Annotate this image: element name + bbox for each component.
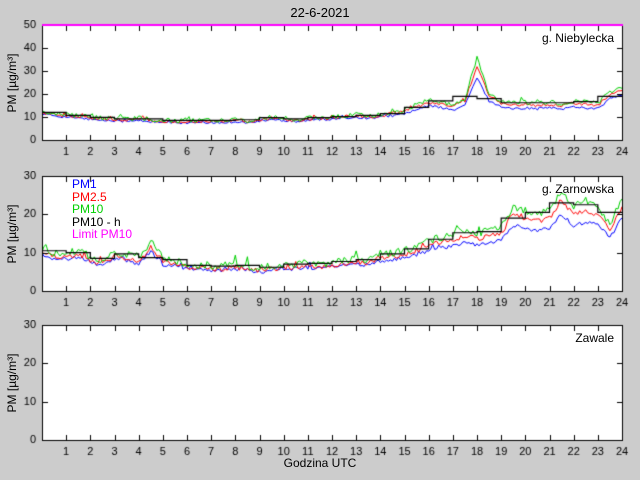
- figure-title: 22-6-2021: [290, 5, 350, 20]
- panel-canvas-2: [0, 320, 640, 472]
- legend-item-pm10: PM10: [72, 202, 104, 216]
- station-label-zarnowska: g. Zarnowska: [541, 182, 614, 196]
- x-axis-label: Godzina UTC: [283, 456, 357, 470]
- legend-item-pm10-hourly: PM10 - h: [72, 214, 121, 229]
- legend-item-limit-pm10: Limit PM10: [72, 227, 133, 241]
- panel-zarnowska: PM [µg/m³] g. Zarnowska PM1 PM2.5 PM10 P…: [0, 171, 640, 323]
- legend-item-pm1: PM1: [72, 177, 97, 191]
- panel-canvas-0: [0, 20, 640, 172]
- station-label-zawale: Zawale: [575, 331, 614, 345]
- y-axis-label: PM [µg/m³]: [5, 204, 19, 264]
- plot-legend: PM1 PM2.5 PM10 PM10 - h Limit PM10: [72, 178, 132, 241]
- y-axis-label: PM [µg/m³]: [5, 353, 19, 413]
- y-axis-label: PM [µg/m³]: [5, 53, 19, 113]
- legend-item-pm25: PM2.5: [72, 189, 107, 204]
- station-label-niebylecka: g. Niebylecka: [541, 31, 614, 45]
- panel-canvas-1: [0, 171, 640, 323]
- panel-niebylecka: PM [µg/m³] g. Niebylecka: [0, 20, 640, 172]
- panel-zawale: PM [µg/m³] Zawale: [0, 320, 640, 472]
